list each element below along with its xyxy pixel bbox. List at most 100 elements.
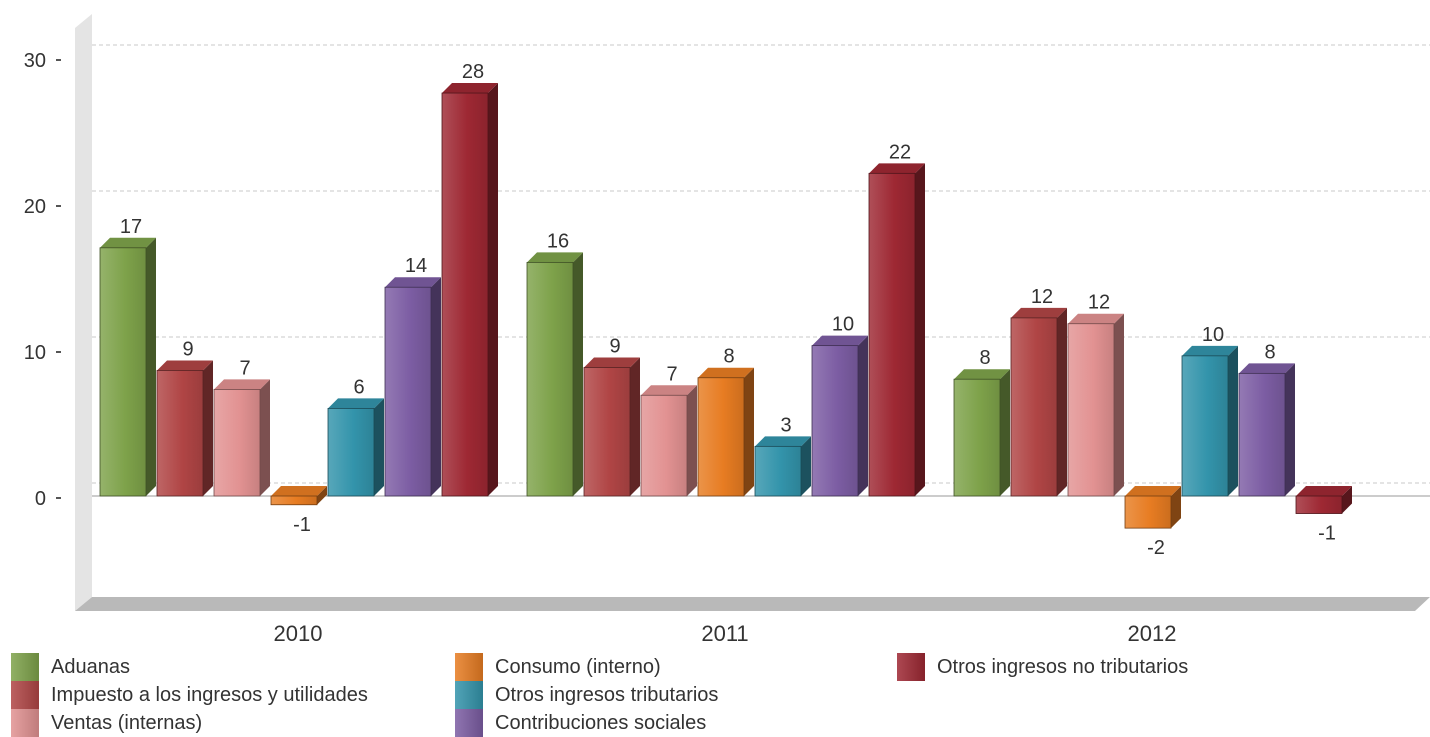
bar-top: [954, 369, 1010, 380]
bar-front: [868, 172, 916, 497]
bar: [213, 379, 270, 497]
bar-side: [1000, 369, 1010, 496]
legend-label: Impuesto a los ingresos y utilidades: [51, 683, 368, 706]
bar-side: [260, 379, 270, 496]
bar-front: [1238, 372, 1286, 497]
bar-side: [573, 252, 583, 496]
left-wall: [75, 14, 92, 611]
bar: [868, 163, 925, 497]
bar-top: [385, 277, 441, 288]
bar-side: [1057, 307, 1067, 496]
bar-side: [431, 277, 441, 496]
legend-item: Aduanas: [11, 653, 130, 681]
bar: [384, 277, 441, 497]
data-label: 8: [723, 346, 734, 368]
bar-side: [317, 486, 327, 505]
legend-label: Ventas (internas): [51, 711, 203, 734]
legend-item: Contribuciones sociales: [455, 709, 706, 737]
bar-front: [1067, 323, 1115, 497]
bar-front: [811, 345, 859, 497]
bar-front: [213, 389, 261, 497]
x-category-label: 2011: [701, 621, 748, 646]
legend-label: Contribuciones sociales: [495, 711, 707, 734]
bar-top: [1239, 363, 1295, 374]
bar-side: [1342, 486, 1352, 514]
x-category-label: 2010: [274, 621, 323, 646]
data-label: 6: [353, 376, 364, 398]
bar: [1295, 486, 1352, 514]
bar: [441, 83, 498, 497]
bar: [1238, 363, 1295, 497]
bar-top: [869, 163, 925, 174]
bar-side: [801, 436, 811, 496]
bar-side: [146, 237, 156, 497]
legend: Aduanas Impuesto a los ingresos y utilida…: [0, 650, 1430, 737]
bar-top: [1182, 345, 1238, 356]
bar-top: [328, 398, 384, 409]
bar-top: [1011, 307, 1067, 318]
bar-side: [203, 360, 213, 496]
bar-top: [755, 436, 811, 447]
bar: [697, 367, 754, 497]
bar-top: [584, 357, 640, 368]
bar: [270, 486, 327, 506]
legend-label: Otros ingresos no tributarios: [937, 655, 1189, 678]
chart-floor: [75, 597, 1430, 611]
bar: [953, 369, 1010, 497]
legend-label: Aduanas: [51, 655, 130, 678]
bar-side: [858, 335, 868, 496]
legend-swatch: [897, 653, 925, 681]
bar: [526, 252, 583, 497]
legend-swatch: [11, 653, 39, 681]
data-label: -1: [293, 514, 311, 536]
bar-top: [1296, 486, 1352, 496]
data-label: 16: [547, 230, 569, 252]
bar: [1010, 307, 1067, 497]
bar-front: [640, 394, 688, 497]
data-label: -2: [1147, 537, 1165, 559]
bar-top: [527, 252, 583, 263]
y-tick-label: 30: [24, 50, 46, 72]
bar-front: [327, 407, 375, 497]
bar-top: [1125, 486, 1181, 496]
bar: [1181, 345, 1238, 497]
bar-side: [1285, 363, 1295, 496]
bar-front: [156, 370, 204, 497]
bar-front: [99, 247, 147, 497]
bar: [754, 436, 811, 497]
bar-front: [754, 445, 802, 497]
bar-side: [1114, 313, 1124, 496]
bar-side: [488, 83, 498, 496]
data-label: 9: [609, 336, 620, 358]
bar-front: [697, 377, 745, 497]
bar: [583, 357, 640, 497]
bar-front: [953, 378, 1001, 497]
bar: [1067, 313, 1124, 497]
bar-side: [744, 367, 754, 496]
y-tick-label: 10: [24, 342, 46, 364]
y-tick-label: 0: [35, 488, 46, 510]
data-label: 8: [1264, 341, 1275, 363]
data-label: 17: [120, 216, 142, 238]
bar-front: [441, 92, 489, 497]
bar-front: [1010, 317, 1058, 497]
bar-side: [1171, 486, 1181, 529]
bar: [99, 237, 156, 497]
bar-side: [1228, 345, 1238, 496]
legend-swatch: [455, 681, 483, 709]
bar-side: [374, 398, 384, 496]
chart-canvas: 0 10 20 30 17 9 7 -1 6 14 28 2010 16 9 7 8 3 10 22 2011 8 12 1…: [24, 14, 1430, 646]
bar: [327, 398, 384, 497]
bar-front: [384, 286, 432, 497]
bar: [811, 335, 868, 497]
legend-item: Otros ingresos tributarios: [455, 681, 718, 709]
bar-top: [698, 367, 754, 378]
data-label: 3: [780, 414, 791, 436]
data-label: -1: [1318, 523, 1336, 545]
legend-swatch: [455, 653, 483, 681]
data-label: 14: [405, 255, 427, 277]
bar: [156, 360, 213, 497]
bar-top: [271, 486, 327, 496]
bar-front: [1181, 355, 1229, 497]
